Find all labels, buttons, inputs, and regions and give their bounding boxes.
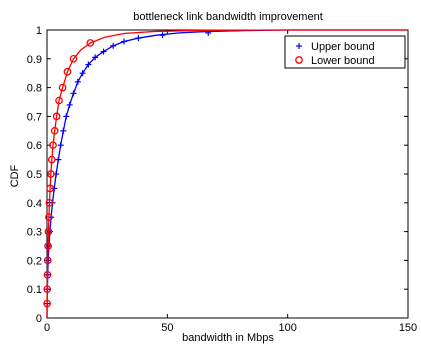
data-point-upper-bound [159, 32, 166, 39]
data-point-upper-bound [110, 42, 117, 49]
data-point-upper-bound [135, 35, 142, 42]
data-point-lower-bound [55, 96, 63, 105]
y-tick-label: 0.3 [27, 227, 42, 239]
data-point-upper-bound [66, 101, 73, 108]
data-point-lower-bound [86, 39, 95, 47]
data-point-lower-bound [69, 54, 78, 63]
data-point-lower-bound [45, 198, 54, 207]
data-point-lower-bound [43, 299, 51, 308]
data-point-lower-bound [49, 141, 57, 150]
y-tick-label: 0.9 [27, 54, 42, 66]
data-point-upper-bound [55, 156, 62, 163]
y-tick-label: 0.7 [27, 111, 42, 123]
data-point-lower-bound [47, 170, 55, 178]
data-point-upper-bound [85, 61, 92, 68]
x-tick-label: 50 [161, 322, 173, 334]
data-point-lower-bound [44, 242, 52, 250]
data-point-lower-bound [43, 256, 52, 265]
data-point-upper-bound [63, 113, 70, 120]
y-tick-label: 0.2 [27, 255, 42, 267]
data-point-upper-bound [51, 185, 58, 192]
x-tick-label: 0 [44, 322, 50, 334]
data-point-upper-bound [121, 38, 128, 45]
data-point-lower-bound [45, 213, 53, 222]
data-point-lower-bound [46, 184, 54, 193]
x-axis-title: bandwidth in Mbps [182, 332, 274, 344]
y-tick-label: 0.8 [27, 83, 42, 95]
chart-legend: Upper bound Lower bound [284, 35, 406, 69]
data-point-lower-bound [52, 112, 61, 121]
legend-marker-upper-bound [296, 43, 302, 49]
y-tick-label: 0 [36, 313, 42, 325]
y-tick-label: 1 [36, 25, 42, 37]
legend-label-upper-bound: Upper bound [311, 41, 375, 53]
y-tick-label: 0.5 [27, 169, 42, 181]
data-point-lower-bound [58, 83, 67, 92]
data-point-lower-bound [44, 227, 53, 236]
data-point-lower-bound [47, 155, 56, 164]
y-tick-label: 0.6 [27, 140, 42, 152]
legend-marker-lower-bound [295, 56, 303, 64]
data-point-upper-bound [74, 78, 81, 85]
data-point-upper-bound [70, 90, 77, 97]
y-tick-label: 0.4 [27, 198, 42, 210]
series-line-lower-bound [46, 29, 408, 319]
x-tick-label: 100 [278, 322, 296, 334]
data-point-lower-bound [50, 126, 59, 135]
chart-title: bottleneck link bandwidth improvement [133, 11, 323, 23]
plot-area: 0 50 100 150 0 0.1 0.2 0.3 0.4 0.5 0.6 0.7 0.8 0.9 1 [27, 25, 417, 334]
data-point-lower-bound [63, 67, 72, 76]
data-point-lower-bound [43, 270, 52, 279]
data-point-upper-bound [60, 127, 67, 134]
data-point-upper-bound [92, 54, 99, 61]
data-point-lower-bound [43, 285, 52, 294]
y-tick-label: 0.1 [27, 284, 42, 296]
y-axis-title: CDF [9, 164, 21, 187]
data-point-upper-bound [57, 142, 64, 149]
data-point-upper-bound [100, 48, 107, 55]
data-point-upper-bound [79, 70, 86, 77]
legend-label-lower-bound: Lower bound [311, 55, 375, 67]
legend-box [284, 35, 406, 69]
x-tick-label: 150 [399, 322, 417, 334]
